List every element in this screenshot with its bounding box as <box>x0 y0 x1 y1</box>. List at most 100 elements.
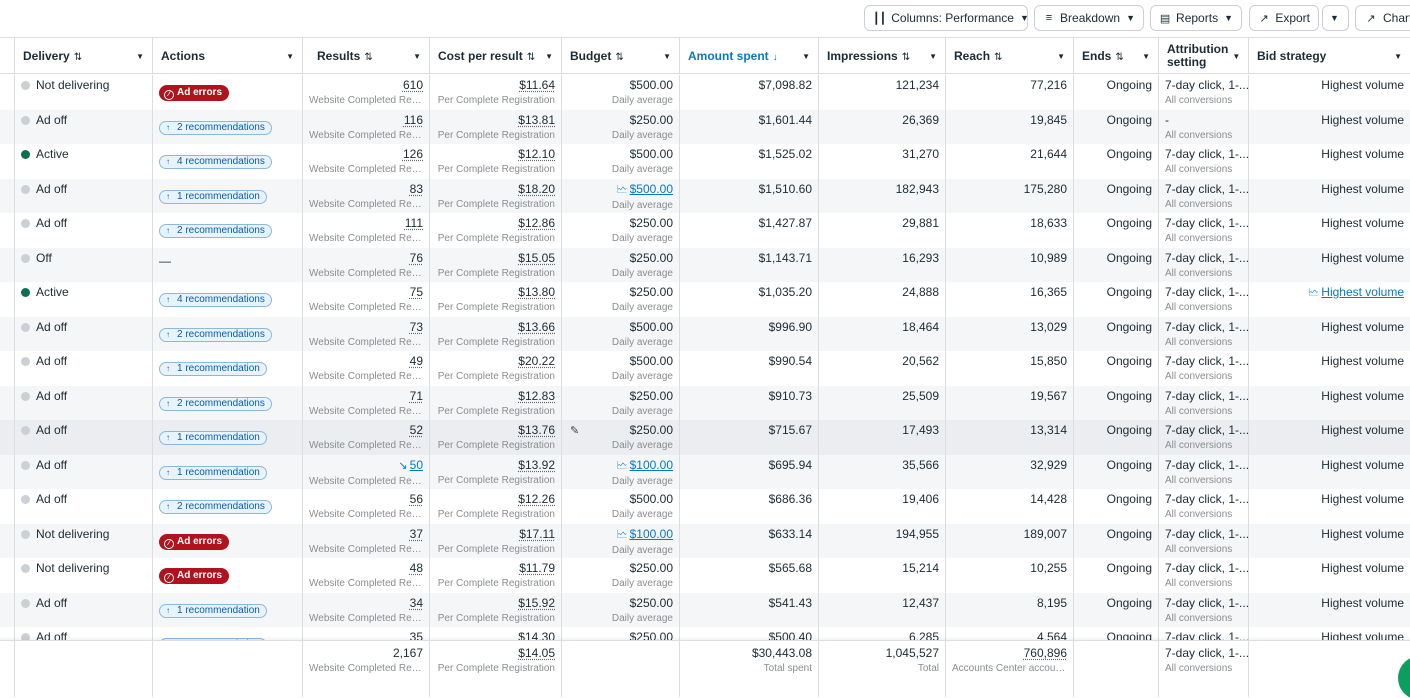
results-value[interactable]: 34 <box>409 595 423 610</box>
recommendations-badge[interactable]: ↑ 1 recommendation <box>159 189 267 204</box>
header-amount-spent[interactable]: Amount spent ↓ ▼ <box>680 38 819 74</box>
cpr-value[interactable]: $12.10 <box>518 147 555 161</box>
header-actions[interactable]: Actions ▼ <box>153 38 303 74</box>
sort-icon[interactable]: ⇅ <box>364 52 373 63</box>
results-value[interactable]: 56 <box>409 492 423 506</box>
cpr-value[interactable]: $12.86 <box>518 216 555 230</box>
table-row[interactable]: Ad off ↑ 1 recommendation 34 Website Complet… <box>0 592 1410 627</box>
recommendations-badge[interactable]: ↑ 1 recommendation <box>159 362 267 376</box>
table-row[interactable]: Not delivering ∕ Ad errors 48 Website Comple… <box>0 558 1410 593</box>
cpr-value[interactable]: $13.76 <box>518 423 555 437</box>
header-results[interactable]: Results ⇅ ▼ <box>303 38 430 74</box>
recommendations-badge[interactable]: ↑ 1 recommendation <box>159 603 267 618</box>
sort-icon[interactable]: ⇅ <box>73 52 83 63</box>
budget-value[interactable]: $100.00 <box>629 457 673 472</box>
chevron-down-icon[interactable]: ▼ <box>136 51 144 61</box>
header-attribution[interactable]: Attribution setting ▼ <box>1159 38 1249 74</box>
columns-button[interactable]: ┃┃ Columns: Performance ▼ <box>864 5 1028 31</box>
results-value[interactable]: 71 <box>409 388 423 403</box>
results-value[interactable]: 37 <box>409 526 423 541</box>
recommendations-badge[interactable]: ↑ 2 recommendations <box>159 327 272 342</box>
results-value[interactable]: 126 <box>402 147 423 161</box>
recommendations-badge[interactable]: ↑ 4 recommendations <box>159 293 272 307</box>
header-budget[interactable]: Budget ⇅ ▼ <box>562 38 680 74</box>
breakdown-button[interactable]: ≡ Breakdown ▼ <box>1034 5 1144 31</box>
table-row[interactable]: Ad off ↑ 1 recommendation ↘ 50 Website Comple… <box>0 454 1410 489</box>
chart-button[interactable]: ↗ Chart <box>1355 5 1410 31</box>
ad-errors-badge[interactable]: ∕ Ad errors <box>159 568 230 584</box>
reports-button[interactable]: ▤ Reports ▼ <box>1150 5 1242 31</box>
header-reach[interactable]: Reach ⇅ ▼ <box>946 38 1074 74</box>
table-row[interactable]: Ad off ↑ 1 recommendation 52 Website Complet… <box>0 420 1410 455</box>
table-row[interactable]: Ad off ↑ 1 recommendation 49 Website Complet… <box>0 351 1410 386</box>
sort-icon[interactable]: ⇅ <box>901 52 911 63</box>
chevron-down-icon[interactable]: ▼ <box>1394 51 1402 61</box>
results-value[interactable]: 52 <box>409 423 423 437</box>
results-value[interactable]: 35 <box>409 630 423 640</box>
chevron-down-icon[interactable]: ▼ <box>802 51 810 61</box>
chevron-down-icon[interactable]: ▼ <box>545 51 553 61</box>
header-ends[interactable]: Ends ⇅ ▼ <box>1074 38 1159 74</box>
sort-icon[interactable]: ⇅ <box>1115 52 1124 63</box>
table-row[interactable]: Ad off ↑ 1 recommendation 83 Website Complet… <box>0 178 1410 213</box>
chevron-down-icon[interactable]: ▼ <box>663 51 671 61</box>
cpr-value[interactable]: $11.64 <box>519 78 555 92</box>
table-row[interactable]: Off — 76 Website Completed Regi... $15.05 Per… <box>0 247 1410 282</box>
chevron-down-icon[interactable]: ▼ <box>929 51 937 61</box>
recommendations-badge[interactable]: ↑ 2 recommendations <box>159 224 272 238</box>
results-value[interactable]: 50 <box>409 457 423 472</box>
bid-strategy-value[interactable]: Highest volume <box>1321 285 1404 299</box>
results-value[interactable]: 75 <box>409 285 423 299</box>
cpr-value[interactable]: $12.83 <box>518 388 555 403</box>
ad-errors-badge[interactable]: ∕ Ad errors <box>159 533 230 550</box>
cpr-value[interactable]: $15.92 <box>518 595 555 610</box>
cpr-value[interactable]: $12.26 <box>518 492 555 506</box>
results-value[interactable]: 610 <box>402 78 423 92</box>
chevron-down-icon[interactable]: ▼ <box>413 51 421 61</box>
header-bid-strategy[interactable]: Bid strategy ▼ <box>1249 38 1410 74</box>
budget-value[interactable]: $100.00 <box>629 526 673 541</box>
table-row[interactable]: Ad off ↑1 recommendation35Website Complet… <box>0 627 1410 640</box>
results-value[interactable]: 48 <box>409 561 423 575</box>
recommendations-badge[interactable]: ↑ 1 recommendation <box>159 465 267 480</box>
table-row[interactable]: Not delivering ∕ Ad errors 610 Website Compl… <box>0 75 1410 110</box>
header-cost-per-result[interactable]: Cost per result ⇅ ▼ <box>430 38 562 74</box>
export-dropdown-button[interactable]: ▼ <box>1322 5 1349 31</box>
ad-errors-badge[interactable]: ∕ Ad errors <box>159 85 230 101</box>
table-row[interactable]: Ad off ↑ 2 recommendations 73 Website Comple… <box>0 316 1410 351</box>
table-row[interactable]: Ad off ↑ 2 recommendations 116 Website Compl… <box>0 109 1410 144</box>
table-row[interactable]: Ad off ↑ 2 recommendations 56 Website Comple… <box>0 489 1410 524</box>
chevron-down-icon[interactable]: ▼ <box>1232 51 1241 61</box>
cpr-value[interactable]: $14.30 <box>518 630 555 640</box>
chevron-down-icon[interactable]: ▼ <box>1142 51 1150 61</box>
edit-pencil-icon[interactable]: ✎ <box>570 425 580 437</box>
cpr-value[interactable]: $15.05 <box>518 250 555 265</box>
chevron-down-icon[interactable]: ▼ <box>286 51 294 61</box>
cpr-value[interactable]: $13.80 <box>518 285 555 299</box>
results-value[interactable]: 76 <box>409 250 423 265</box>
export-button[interactable]: ↗ Export <box>1249 5 1319 31</box>
recommendations-badge[interactable]: ↑ 2 recommendations <box>159 396 272 411</box>
sort-icon[interactable]: ⇅ <box>994 52 1003 63</box>
cpr-value[interactable]: $20.22 <box>518 354 555 368</box>
results-value[interactable]: 111 <box>404 216 423 230</box>
totals-cpr-value[interactable]: $14.05 <box>518 646 555 660</box>
recommendations-badge[interactable]: ↑ 2 recommendations <box>159 500 272 514</box>
header-delivery[interactable]: Delivery ⇅ ▼ <box>15 38 153 74</box>
table-row[interactable]: Active ↑ 4 recommendations 126 Website Compl… <box>0 144 1410 179</box>
budget-value[interactable]: $500.00 <box>629 181 673 196</box>
cpr-value[interactable]: $11.79 <box>519 561 555 575</box>
cpr-value[interactable]: $13.66 <box>518 319 555 334</box>
recommendations-badge[interactable]: ↑ 4 recommendations <box>159 155 272 169</box>
sort-icon[interactable]: ⇅ <box>615 52 624 63</box>
results-value[interactable]: 49 <box>409 354 423 368</box>
chevron-down-icon[interactable]: ▼ <box>1057 51 1065 61</box>
totals-reach-value[interactable]: 760,896 <box>1023 646 1067 660</box>
results-value[interactable]: 83 <box>409 181 423 196</box>
sort-desc-icon[interactable]: ↓ <box>772 52 778 63</box>
cpr-value[interactable]: $13.92 <box>518 457 555 472</box>
results-value[interactable]: 73 <box>409 319 423 334</box>
results-value[interactable]: 116 <box>403 112 423 127</box>
cpr-value[interactable]: $17.11 <box>519 526 555 541</box>
table-row[interactable]: Not delivering ∕ Ad errors 37 Website Comple… <box>0 523 1410 558</box>
